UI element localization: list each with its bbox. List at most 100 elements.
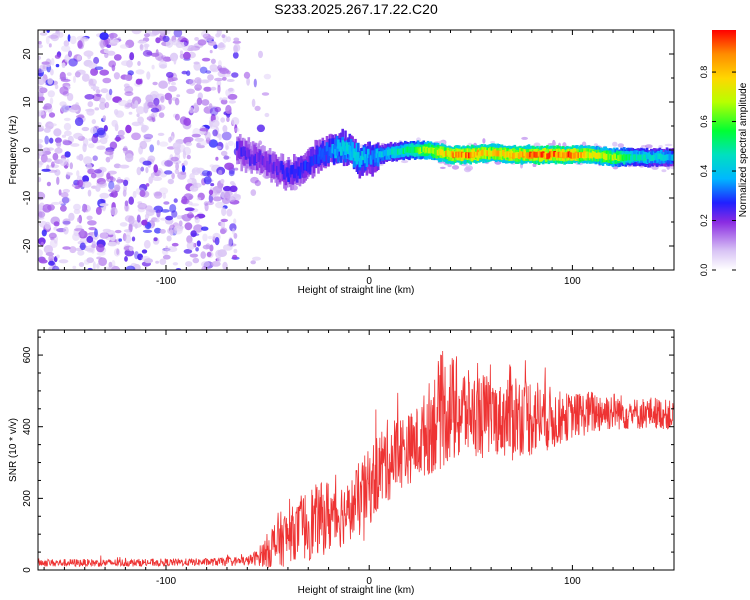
ridge-cell xyxy=(637,155,640,161)
ridge-cell xyxy=(283,170,286,180)
noise-blob xyxy=(166,30,171,35)
ridge-cell xyxy=(544,152,548,158)
ridge-cell xyxy=(260,155,263,165)
noise-blob xyxy=(118,99,128,107)
ridge-halo xyxy=(437,140,446,145)
ridge-cell xyxy=(524,152,528,159)
noise-blob xyxy=(62,139,69,144)
ridge-cell xyxy=(236,142,239,161)
ridge-cell xyxy=(307,163,310,173)
ridge-cell xyxy=(506,151,509,157)
noise-blob xyxy=(100,40,105,49)
noise-blob xyxy=(173,198,178,203)
ridge-cell xyxy=(618,154,622,161)
noise-blob xyxy=(212,129,218,137)
ridge-cell xyxy=(418,148,421,155)
noise-blob xyxy=(254,180,261,187)
noise-blob xyxy=(141,249,148,254)
noise-blob xyxy=(232,254,238,260)
noise-blob xyxy=(125,153,134,163)
noise-blob xyxy=(105,230,116,235)
noise-blob xyxy=(142,229,153,233)
ridge-cell xyxy=(630,155,633,162)
noise-blob xyxy=(38,110,45,116)
ridge-cell xyxy=(371,150,374,160)
ridge-cell xyxy=(574,151,578,158)
noise-blob xyxy=(226,116,230,123)
noise-blob xyxy=(153,164,158,173)
noise-blob xyxy=(228,109,232,115)
noise-blob xyxy=(96,145,106,150)
ridge-cell xyxy=(298,169,302,179)
ridge-cell xyxy=(409,147,413,153)
noise-blob xyxy=(204,131,211,140)
ridge-cell xyxy=(654,153,657,159)
ridge-cell xyxy=(570,152,573,159)
noise-blob xyxy=(68,212,75,221)
noise-blob xyxy=(109,175,114,182)
noise-blob xyxy=(38,44,43,49)
noise-blob xyxy=(128,196,134,205)
snr-y-tick-label: 200 xyxy=(22,490,33,507)
noise-blob xyxy=(196,97,203,106)
noise-blob xyxy=(227,93,238,100)
ridge-cell xyxy=(658,153,662,160)
noise-blob xyxy=(233,232,238,239)
ridge-cell xyxy=(510,151,514,157)
noise-blob xyxy=(210,58,216,64)
noise-blob xyxy=(74,117,84,126)
noise-blob xyxy=(87,168,96,175)
noise-blob xyxy=(167,85,178,92)
ridge-cell xyxy=(431,147,434,154)
noise-blob xyxy=(38,122,42,126)
noise-blob xyxy=(68,58,78,67)
noise-blob xyxy=(253,78,257,88)
noise-blob xyxy=(152,81,158,86)
noise-blob xyxy=(54,54,61,59)
noise-blob xyxy=(111,265,120,270)
noise-blob xyxy=(53,221,60,227)
noise-blob xyxy=(232,40,242,44)
ridge-cell xyxy=(479,150,482,157)
noise-blob xyxy=(87,189,92,197)
ridge-cell xyxy=(455,151,458,158)
noise-blob xyxy=(90,126,97,135)
noise-blob xyxy=(222,76,227,81)
noise-blob xyxy=(103,134,109,140)
noise-blob xyxy=(198,140,208,146)
noise-blob xyxy=(215,201,225,209)
ridge-cell xyxy=(354,152,357,162)
noise-blob xyxy=(63,40,70,47)
ridge-cell xyxy=(406,146,410,153)
spectrogram-x-tick-label: -100 xyxy=(156,276,176,287)
noise-blob xyxy=(56,254,60,259)
noise-blob xyxy=(221,207,227,217)
noise-blob xyxy=(223,155,230,160)
noise-blob xyxy=(220,227,228,234)
noise-blob xyxy=(134,223,138,229)
noise-blob xyxy=(49,137,54,144)
noise-blob xyxy=(96,243,105,253)
noise-blob xyxy=(178,220,183,227)
noise-blob xyxy=(220,117,226,123)
ridge-cell xyxy=(641,153,645,160)
noise-blob xyxy=(169,77,178,81)
ridge-cell xyxy=(593,151,596,158)
noise-blob xyxy=(264,112,270,118)
noise-blob xyxy=(89,248,94,252)
noise-blob xyxy=(40,153,48,163)
noise-blob xyxy=(99,232,110,239)
ridge-cell xyxy=(450,151,454,157)
noise-blob xyxy=(64,151,71,158)
ridge-cell xyxy=(601,152,605,158)
noise-blob xyxy=(158,80,169,89)
noise-blob xyxy=(77,250,85,256)
ridge-cell xyxy=(442,151,445,158)
ridge-cell xyxy=(312,154,316,164)
noise-blob xyxy=(137,116,145,124)
noise-blob xyxy=(142,160,152,166)
snr-ylabel: SNR (10 * v/v) xyxy=(8,418,19,482)
noise-blob xyxy=(88,78,94,87)
noise-blob xyxy=(150,52,160,57)
ridge-cell xyxy=(391,148,394,155)
